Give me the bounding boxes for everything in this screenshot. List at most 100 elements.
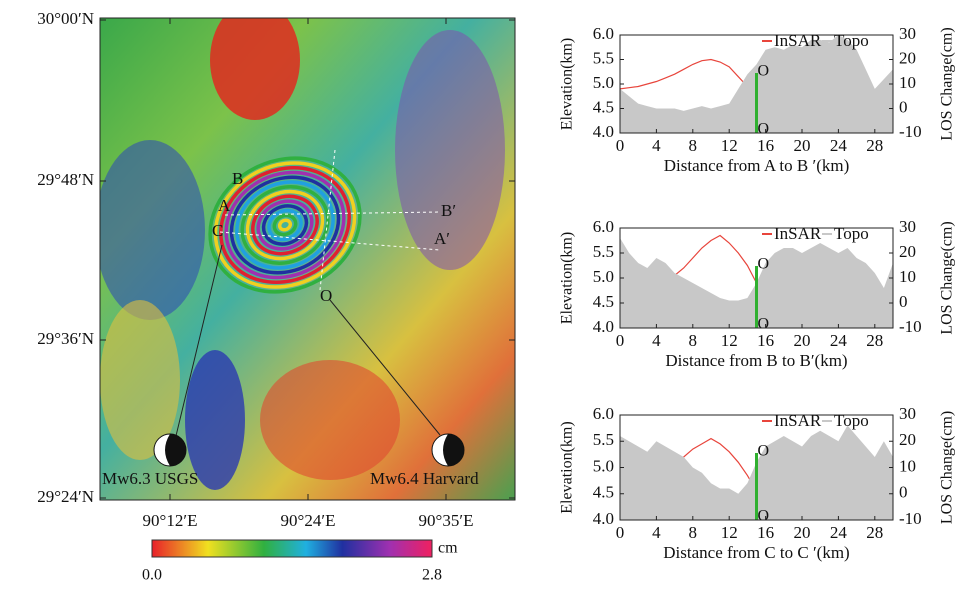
y-tick-label: 5.0	[593, 456, 614, 475]
point-label: O	[320, 286, 332, 305]
point-label: B′	[441, 201, 456, 220]
map-patch	[100, 140, 205, 320]
x-tick-label: 4	[652, 523, 661, 542]
marker-label: O	[758, 508, 770, 525]
colorbar-unit: cm	[438, 540, 458, 557]
y2-tick-label: 10	[899, 456, 916, 475]
x-tick-label: 16	[757, 523, 774, 542]
legend-label: InSAR	[774, 224, 822, 243]
y2-tick-label: 30	[899, 404, 916, 423]
x-axis-title: Distance from C to C ′(km)	[663, 543, 849, 562]
y2-tick-label: 20	[899, 430, 916, 449]
colorbar	[151, 539, 433, 558]
marker-label: O	[758, 256, 770, 273]
lat-label: 29°48′N	[37, 170, 94, 189]
x-tick-label: 4	[652, 331, 661, 350]
lat-label: 29°36′N	[37, 329, 94, 348]
x-tick-label: 16	[757, 136, 774, 155]
y-tick-label: 6.0	[593, 217, 614, 236]
map-patch	[100, 300, 180, 460]
x-tick-label: 20	[794, 523, 811, 542]
y2-tick-label: 10	[899, 267, 916, 286]
marker-label: O	[758, 63, 770, 80]
fringe	[224, 170, 346, 280]
y-tick-label: 4.5	[593, 483, 614, 502]
fringe	[267, 208, 303, 242]
lat-label: 30°00′N	[37, 9, 94, 28]
y2-axis-title: LOS Change(cm)	[939, 27, 956, 140]
marker-label: O	[758, 121, 770, 138]
source-label: Mw6.4 Harvard	[370, 469, 479, 488]
x-tick-label: 28	[866, 523, 883, 542]
y-tick-label: 4.0	[593, 122, 614, 141]
y-tick-label: 6.0	[593, 404, 614, 423]
y-axis-title: Elevation(km)	[559, 232, 576, 324]
y-tick-label: 5.5	[593, 48, 614, 67]
fringe	[229, 175, 341, 275]
map-patch	[395, 30, 505, 270]
y-tick-label: 5.5	[593, 430, 614, 449]
fringe	[277, 218, 293, 232]
y2-tick-label: 0	[899, 292, 908, 311]
fringe	[208, 156, 362, 294]
y-tick-label: 5.0	[593, 267, 614, 286]
legend-label: InSAR	[774, 411, 822, 430]
leader-line	[174, 244, 223, 441]
x-tick-label: 28	[866, 136, 883, 155]
y2-tick-label: 20	[899, 242, 916, 261]
x-tick-label: 0	[616, 136, 625, 155]
leader-line	[329, 299, 441, 436]
point-label: C	[212, 221, 223, 240]
lat-label: 29°24′N	[37, 487, 94, 506]
x-tick-label: 16	[757, 331, 774, 350]
x-tick-label: 24	[830, 523, 848, 542]
y2-tick-label: -10	[899, 317, 922, 336]
x-tick-label: 0	[616, 331, 625, 350]
y2-tick-label: -10	[899, 509, 922, 528]
insar-map	[100, 18, 515, 500]
y-tick-label: 4.5	[593, 292, 614, 311]
fringe	[251, 194, 319, 256]
y2-tick-label: 0	[899, 483, 908, 502]
fringe	[213, 161, 357, 289]
y2-tick-label: 20	[899, 48, 916, 67]
x-axis-title: Distance from A to B ′(km)	[664, 156, 850, 175]
point-label: A	[218, 196, 231, 215]
legend-label: Topo	[834, 411, 869, 430]
y-axis-title: Elevation(km)	[559, 38, 576, 130]
colorbar-tick-label: 0.0	[142, 567, 162, 584]
fringe	[219, 165, 351, 285]
x-tick-label: 0	[616, 523, 625, 542]
marker-label: O	[758, 316, 770, 333]
y-tick-label: 4.0	[593, 317, 614, 336]
x-tick-label: 24	[830, 331, 848, 350]
y2-tick-label: 30	[899, 24, 916, 43]
y2-tick-label: 10	[899, 73, 916, 92]
x-tick-label: 20	[794, 136, 811, 155]
x-tick-label: 24	[830, 136, 848, 155]
fringe	[235, 180, 335, 270]
lon-label: 90°35′E	[419, 511, 474, 530]
fringe	[240, 185, 330, 265]
y2-axis-title: LOS Change(cm)	[939, 221, 956, 334]
x-tick-label: 20	[794, 331, 811, 350]
beach-ball	[165, 434, 186, 466]
y-axis-title: Elevation(km)	[559, 421, 576, 513]
lon-label: 90°12′E	[143, 511, 198, 530]
point-label: A′	[434, 229, 450, 248]
y2-tick-label: 0	[899, 97, 908, 116]
fringe	[272, 213, 298, 237]
map-patch	[185, 350, 245, 490]
profile-line	[219, 231, 441, 251]
lon-label: 90°24′E	[281, 511, 336, 530]
fringe	[261, 204, 309, 246]
x-tick-label: 12	[721, 523, 738, 542]
y-tick-label: 4.0	[593, 509, 614, 528]
legend-label: Topo	[834, 224, 869, 243]
colorbar-tick-label: 2.8	[422, 567, 442, 584]
y2-axis-title: LOS Change(cm)	[939, 411, 956, 524]
fringe	[245, 189, 325, 261]
y-tick-label: 6.0	[593, 24, 614, 43]
x-tick-label: 4	[652, 136, 661, 155]
